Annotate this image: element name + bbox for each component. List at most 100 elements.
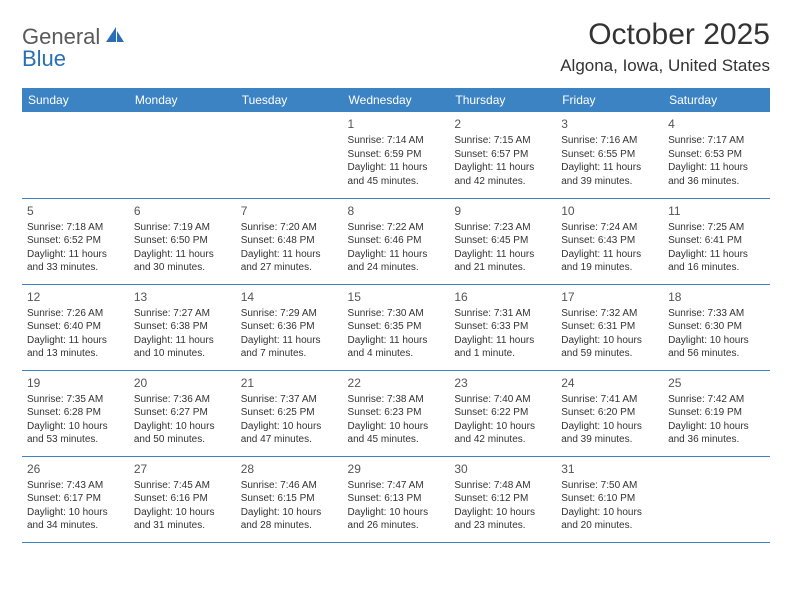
calendar-day-cell: 6Sunrise: 7:19 AMSunset: 6:50 PMDaylight… [129, 198, 236, 284]
location: Algona, Iowa, United States [560, 56, 770, 76]
day-number: 5 [27, 203, 124, 219]
sunset-text: Sunset: 6:41 PM [668, 234, 765, 248]
day-number: 22 [348, 375, 445, 391]
calendar-day-cell: 16Sunrise: 7:31 AMSunset: 6:33 PMDayligh… [449, 284, 556, 370]
sunset-text: Sunset: 6:36 PM [241, 320, 338, 334]
sunrise-text: Sunrise: 7:30 AM [348, 307, 445, 321]
daylight-text: Daylight: 11 hours and 7 minutes. [241, 334, 338, 361]
sunrise-text: Sunrise: 7:17 AM [668, 134, 765, 148]
calendar-day-cell: 3 Sunrise: 7:16 AMSunset: 6:55 PMDaylight… [556, 112, 663, 198]
sunset-text: Sunset: 6:40 PM [27, 320, 124, 334]
day-number: 29 [348, 461, 445, 477]
daylight-text: Daylight: 11 hours and 10 minutes. [134, 334, 231, 361]
sunset-text: Sunset: 6:38 PM [134, 320, 231, 334]
calendar-day-cell: 26 Sunrise: 7:43 AMSunset: 6:17 PMDayligh… [22, 456, 129, 542]
calendar-week-row: 1 Sunrise: 7:14 AMSunset: 6:59 PM Daylight… [22, 112, 770, 198]
calendar-empty-cell [236, 112, 343, 198]
calendar-week-row: 12Sunrise: 7:26 AMSunset: 6:40 PMDayligh… [22, 284, 770, 370]
day-header: Friday [556, 88, 663, 112]
day-number: 20 [134, 375, 231, 391]
daylight-text: Daylight: 11 hours and 33 minutes. [27, 248, 124, 275]
sunrise-text: Sunrise: 7:41 AM [561, 393, 658, 407]
calendar-day-cell: 5Sunrise: 7:18 AMSunset: 6:52 PMDaylight… [22, 198, 129, 284]
daylight-text: Daylight: 10 hours and 47 minutes. [241, 420, 338, 447]
day-header: Saturday [663, 88, 770, 112]
calendar-day-cell: 15Sunrise: 7:30 AMSunset: 6:35 PMDayligh… [343, 284, 450, 370]
day-number: 6 [134, 203, 231, 219]
sunrise-text: Sunrise: 7:25 AM [668, 221, 765, 235]
sunset-text: Sunset: 6:17 PM [27, 492, 124, 506]
daylight-text: Daylight: 10 hours and 36 minutes. [668, 420, 765, 447]
calendar-week-row: 26Sunrise: 7:43 AMSunset: 6:17 PMDayligh… [22, 456, 770, 542]
sunset-text: Sunset: 6:16 PM [134, 492, 231, 506]
calendar-table: SundayMondayTuesdayWednesdayThursdayFrid… [22, 88, 770, 543]
calendar-day-cell: 21Sunrise: 7:37 AMSunset: 6:25 PMDayligh… [236, 370, 343, 456]
daylight-text: Daylight: 11 hours and 39 minutes. [561, 161, 658, 188]
sunrise-text: Sunrise: 7:29 AM [241, 307, 338, 321]
sunrise-text: Sunrise: 7:14 AM [348, 134, 445, 148]
sunrise-text: Sunrise: 7:22 AM [348, 221, 445, 235]
calendar-day-cell: 2Sunrise: 7:15 AMSunset: 6:57 PMDaylight… [449, 112, 556, 198]
daylight-text: Daylight: 10 hours and 28 minutes. [241, 506, 338, 533]
daylight-text: Daylight: 11 hours and 24 minutes. [348, 248, 445, 275]
sunrise-text: Sunrise: 7:36 AM [134, 393, 231, 407]
calendar-day-cell: 22Sunrise: 7:38 AMSunset: 6:23 PMDayligh… [343, 370, 450, 456]
calendar-day-cell: 8Sunrise: 7:22 AMSunset: 6:46 PMDaylight… [343, 198, 450, 284]
daylight-text: Daylight: 10 hours and 20 minutes. [561, 506, 658, 533]
sunset-text: Sunset: 6:22 PM [454, 406, 551, 420]
sunset-text: Sunset: 6:23 PM [348, 406, 445, 420]
sunset-text: Sunset: 6:55 PM [561, 148, 658, 162]
sunrise-text: Sunrise: 7:46 AM [241, 479, 338, 493]
sunrise-text: Sunrise: 7:43 AM [27, 479, 124, 493]
calendar-day-cell: 9Sunrise: 7:23 AMSunset: 6:45 PMDaylight… [449, 198, 556, 284]
calendar-day-cell: 12Sunrise: 7:26 AMSunset: 6:40 PMDayligh… [22, 284, 129, 370]
month-title: October 2025 [560, 18, 770, 52]
sunset-text: Sunset: 6:10 PM [561, 492, 658, 506]
sunrise-text: Sunrise: 7:31 AM [454, 307, 551, 321]
calendar-day-cell: 17Sunrise: 7:32 AMSunset: 6:31 PMDayligh… [556, 284, 663, 370]
daylight-text: Daylight: 11 hours and 1 minute. [454, 334, 551, 361]
daylight-text: Daylight: 10 hours and 50 minutes. [134, 420, 231, 447]
daylight-text: Daylight: 10 hours and 34 minutes. [27, 506, 124, 533]
calendar-day-cell: 13Sunrise: 7:27 AMSunset: 6:38 PMDayligh… [129, 284, 236, 370]
calendar-day-cell: 19Sunrise: 7:35 AMSunset: 6:28 PMDayligh… [22, 370, 129, 456]
day-number: 26 [27, 461, 124, 477]
sunrise-text: Sunrise: 7:48 AM [454, 479, 551, 493]
sunset-text: Sunset: 6:53 PM [668, 148, 765, 162]
sunrise-text: Sunrise: 7:24 AM [561, 221, 658, 235]
day-number: 19 [27, 375, 124, 391]
sunset-text: Sunset: 6:20 PM [561, 406, 658, 420]
sunrise-text: Sunrise: 7:37 AM [241, 393, 338, 407]
sunset-text: Sunset: 6:31 PM [561, 320, 658, 334]
day-number: 1 [348, 116, 445, 132]
day-number: 11 [668, 203, 765, 219]
calendar-day-cell: 29Sunrise: 7:47 AMSunset: 6:13 PMDayligh… [343, 456, 450, 542]
daylight-text: Daylight: 11 hours and 36 minutes. [668, 161, 765, 188]
logo-text-2: Blue [22, 46, 66, 71]
daylight-text: Daylight: 10 hours and 45 minutes. [348, 420, 445, 447]
day-header: Sunday [22, 88, 129, 112]
sunrise-text: Sunrise: 7:16 AM [561, 134, 658, 148]
day-header: Wednesday [343, 88, 450, 112]
daylight-text: Daylight: 10 hours and 56 minutes. [668, 334, 765, 361]
day-header: Tuesday [236, 88, 343, 112]
sunset-text: Sunset: 6:59 PM [348, 148, 445, 162]
day-number: 3 [561, 116, 658, 132]
sunrise-text: Sunrise: 7:27 AM [134, 307, 231, 321]
sunrise-text: Sunrise: 7:35 AM [27, 393, 124, 407]
day-number: 7 [241, 203, 338, 219]
sunset-text: Sunset: 6:48 PM [241, 234, 338, 248]
calendar-header-row: SundayMondayTuesdayWednesdayThursdayFrid… [22, 88, 770, 112]
calendar-week-row: 5Sunrise: 7:18 AMSunset: 6:52 PMDaylight… [22, 198, 770, 284]
daylight-text: Daylight: 10 hours and 23 minutes. [454, 506, 551, 533]
sunset-text: Sunset: 6:33 PM [454, 320, 551, 334]
daylight-text: Daylight: 11 hours and 13 minutes. [27, 334, 124, 361]
day-number: 21 [241, 375, 338, 391]
daylight-text: Daylight: 10 hours and 59 minutes. [561, 334, 658, 361]
sunrise-text: Sunrise: 7:32 AM [561, 307, 658, 321]
sunrise-text: Sunrise: 7:47 AM [348, 479, 445, 493]
day-number: 31 [561, 461, 658, 477]
sunrise-text: Sunrise: 7:19 AM [134, 221, 231, 235]
sunset-text: Sunset: 6:35 PM [348, 320, 445, 334]
sunset-text: Sunset: 6:43 PM [561, 234, 658, 248]
